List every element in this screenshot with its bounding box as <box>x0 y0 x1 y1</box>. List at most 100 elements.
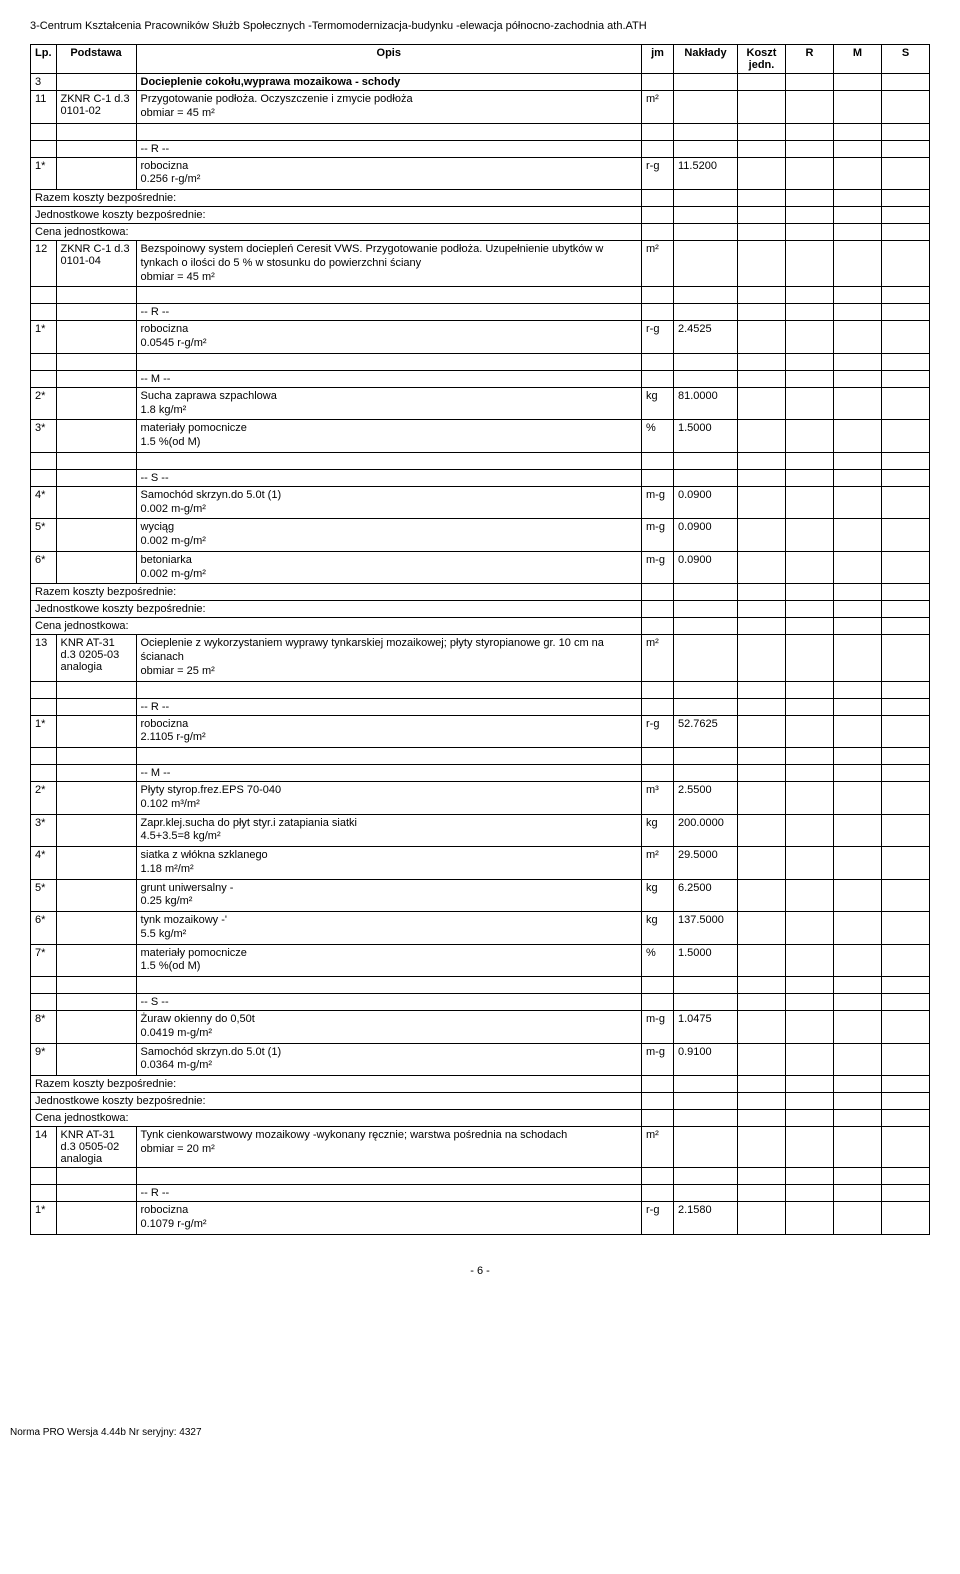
sub-jm: kg <box>642 912 674 945</box>
sub-jm: m-g <box>642 1011 674 1044</box>
sub-opis: robocizna0.256 r-g/m² <box>136 157 642 190</box>
row-jm: m² <box>642 241 674 287</box>
sub-lp: 1* <box>31 157 57 190</box>
sub-opis: Płyty styrop.frez.EPS 70-0400.102 m³/m² <box>136 782 642 815</box>
sub-naklady: 52.7625 <box>674 715 738 748</box>
sub-naklady: 81.0000 <box>674 387 738 420</box>
summary-line: Cena jednostkowa: <box>31 1110 642 1127</box>
row-naklady <box>674 241 738 287</box>
sub-lp: 4* <box>31 486 57 519</box>
sub-lp: 6* <box>31 912 57 945</box>
row-lp: 12 <box>31 241 57 287</box>
sub-opis: Sucha zaprawa szpachlowa1.8 kg/m² <box>136 387 642 420</box>
sub-opis: robocizna0.1079 r-g/m² <box>136 1202 642 1235</box>
th-podstawa: Podstawa <box>56 45 136 74</box>
sub-opis: robocizna2.1105 r-g/m² <box>136 715 642 748</box>
sub-naklady: 0.0900 <box>674 551 738 584</box>
summary-line: Cena jednostkowa: <box>31 618 642 635</box>
sub-naklady: 0.0900 <box>674 519 738 552</box>
row-podstawa: KNR AT-31 d.3 0205-03 analogia <box>56 635 136 681</box>
sub-jm: r-g <box>642 1202 674 1235</box>
sub-naklady: 0.0900 <box>674 486 738 519</box>
summary-line: Jednostkowe koszty bezpośrednie: <box>31 1093 642 1110</box>
th-koszt: Koszt jedn. <box>738 45 786 74</box>
th-naklady: Nakłady <box>674 45 738 74</box>
section-title: Docieplenie cokołu,wyprawa mozaikowa - s… <box>136 74 642 91</box>
page-number: - 6 - <box>30 1265 930 1277</box>
sub-lp: 2* <box>31 387 57 420</box>
row-jm: m² <box>642 635 674 681</box>
row-opis: Bezspoinowy system dociepleń Ceresit VWS… <box>136 241 642 287</box>
group-label: -- M -- <box>136 765 642 782</box>
sub-jm: r-g <box>642 321 674 354</box>
sub-jm: m-g <box>642 1043 674 1076</box>
sub-lp: 6* <box>31 551 57 584</box>
sub-lp: 7* <box>31 944 57 977</box>
sub-naklady: 0.9100 <box>674 1043 738 1076</box>
group-label: -- R -- <box>136 698 642 715</box>
sub-jm: m-g <box>642 551 674 584</box>
sub-jm: m-g <box>642 486 674 519</box>
row-podstawa: ZKNR C-1 d.3 0101-02 <box>56 91 136 124</box>
group-label: -- M -- <box>136 370 642 387</box>
row-lp: 13 <box>31 635 57 681</box>
sub-naklady: 200.0000 <box>674 814 738 847</box>
sub-lp: 4* <box>31 847 57 880</box>
sub-lp: 2* <box>31 782 57 815</box>
th-opis: Opis <box>136 45 642 74</box>
group-label: -- S -- <box>136 994 642 1011</box>
sub-opis: siatka z włókna szklanego1.18 m²/m² <box>136 847 642 880</box>
sub-opis: robocizna0.0545 r-g/m² <box>136 321 642 354</box>
sub-lp: 3* <box>31 420 57 453</box>
software-footer: Norma PRO Wersja 4.44b Nr seryjny: 4327 <box>0 1427 960 1438</box>
sub-opis: Samochód skrzyn.do 5.0t (1)0.0364 m-g/m² <box>136 1043 642 1076</box>
summary-line: Jednostkowe koszty bezpośrednie: <box>31 601 642 618</box>
sub-lp: 5* <box>31 519 57 552</box>
sub-jm: m² <box>642 847 674 880</box>
sub-opis: Zapr.klej.sucha do płyt styr.i zatapiani… <box>136 814 642 847</box>
section-number: 3 <box>31 74 57 91</box>
sub-naklady: 29.5000 <box>674 847 738 880</box>
sub-naklady: 11.5200 <box>674 157 738 190</box>
row-naklady <box>674 635 738 681</box>
sub-opis: tynk mozaikowy -'5.5 kg/m² <box>136 912 642 945</box>
summary-line: Cena jednostkowa: <box>31 224 642 241</box>
summary-line: Razem koszty bezpośrednie: <box>31 584 642 601</box>
th-r: R <box>786 45 834 74</box>
sub-lp: 1* <box>31 1202 57 1235</box>
group-label: -- R -- <box>136 304 642 321</box>
row-lp: 11 <box>31 91 57 124</box>
row-lp: 14 <box>31 1127 57 1168</box>
sub-naklady: 1.0475 <box>674 1011 738 1044</box>
sub-naklady: 1.5000 <box>674 944 738 977</box>
sub-opis: materiały pomocnicze1.5 %(od M) <box>136 944 642 977</box>
sub-lp: 1* <box>31 715 57 748</box>
sub-naklady: 2.1580 <box>674 1202 738 1235</box>
document-title: 3-Centrum Kształcenia Pracowników Służb … <box>30 20 930 32</box>
sub-lp: 3* <box>31 814 57 847</box>
sub-lp: 1* <box>31 321 57 354</box>
row-opis: Przygotowanie podłoża. Oczyszczenie i zm… <box>136 91 642 124</box>
row-jm: m² <box>642 1127 674 1168</box>
th-s: S <box>882 45 930 74</box>
group-label: -- S -- <box>136 469 642 486</box>
row-opis: Tynk cienkowarstwowy mozaikowy -wykonany… <box>136 1127 642 1168</box>
sub-jm: r-g <box>642 715 674 748</box>
sub-lp: 8* <box>31 1011 57 1044</box>
group-label: -- R -- <box>136 140 642 157</box>
sub-jm: kg <box>642 814 674 847</box>
row-podstawa: KNR AT-31 d.3 0505-02 analogia <box>56 1127 136 1168</box>
sub-jm: m³ <box>642 782 674 815</box>
sub-lp: 9* <box>31 1043 57 1076</box>
sub-jm: kg <box>642 879 674 912</box>
group-label: -- R -- <box>136 1185 642 1202</box>
sub-naklady: 2.5500 <box>674 782 738 815</box>
sub-jm: % <box>642 944 674 977</box>
cost-table: Lp. Podstawa Opis jm Nakłady Koszt jedn.… <box>30 44 930 1235</box>
sub-opis: betoniarka0.002 m-g/m² <box>136 551 642 584</box>
sub-naklady: 137.5000 <box>674 912 738 945</box>
sub-naklady: 2.4525 <box>674 321 738 354</box>
summary-line: Razem koszty bezpośrednie: <box>31 1076 642 1093</box>
sub-opis: Samochód skrzyn.do 5.0t (1)0.002 m-g/m² <box>136 486 642 519</box>
row-naklady <box>674 1127 738 1168</box>
